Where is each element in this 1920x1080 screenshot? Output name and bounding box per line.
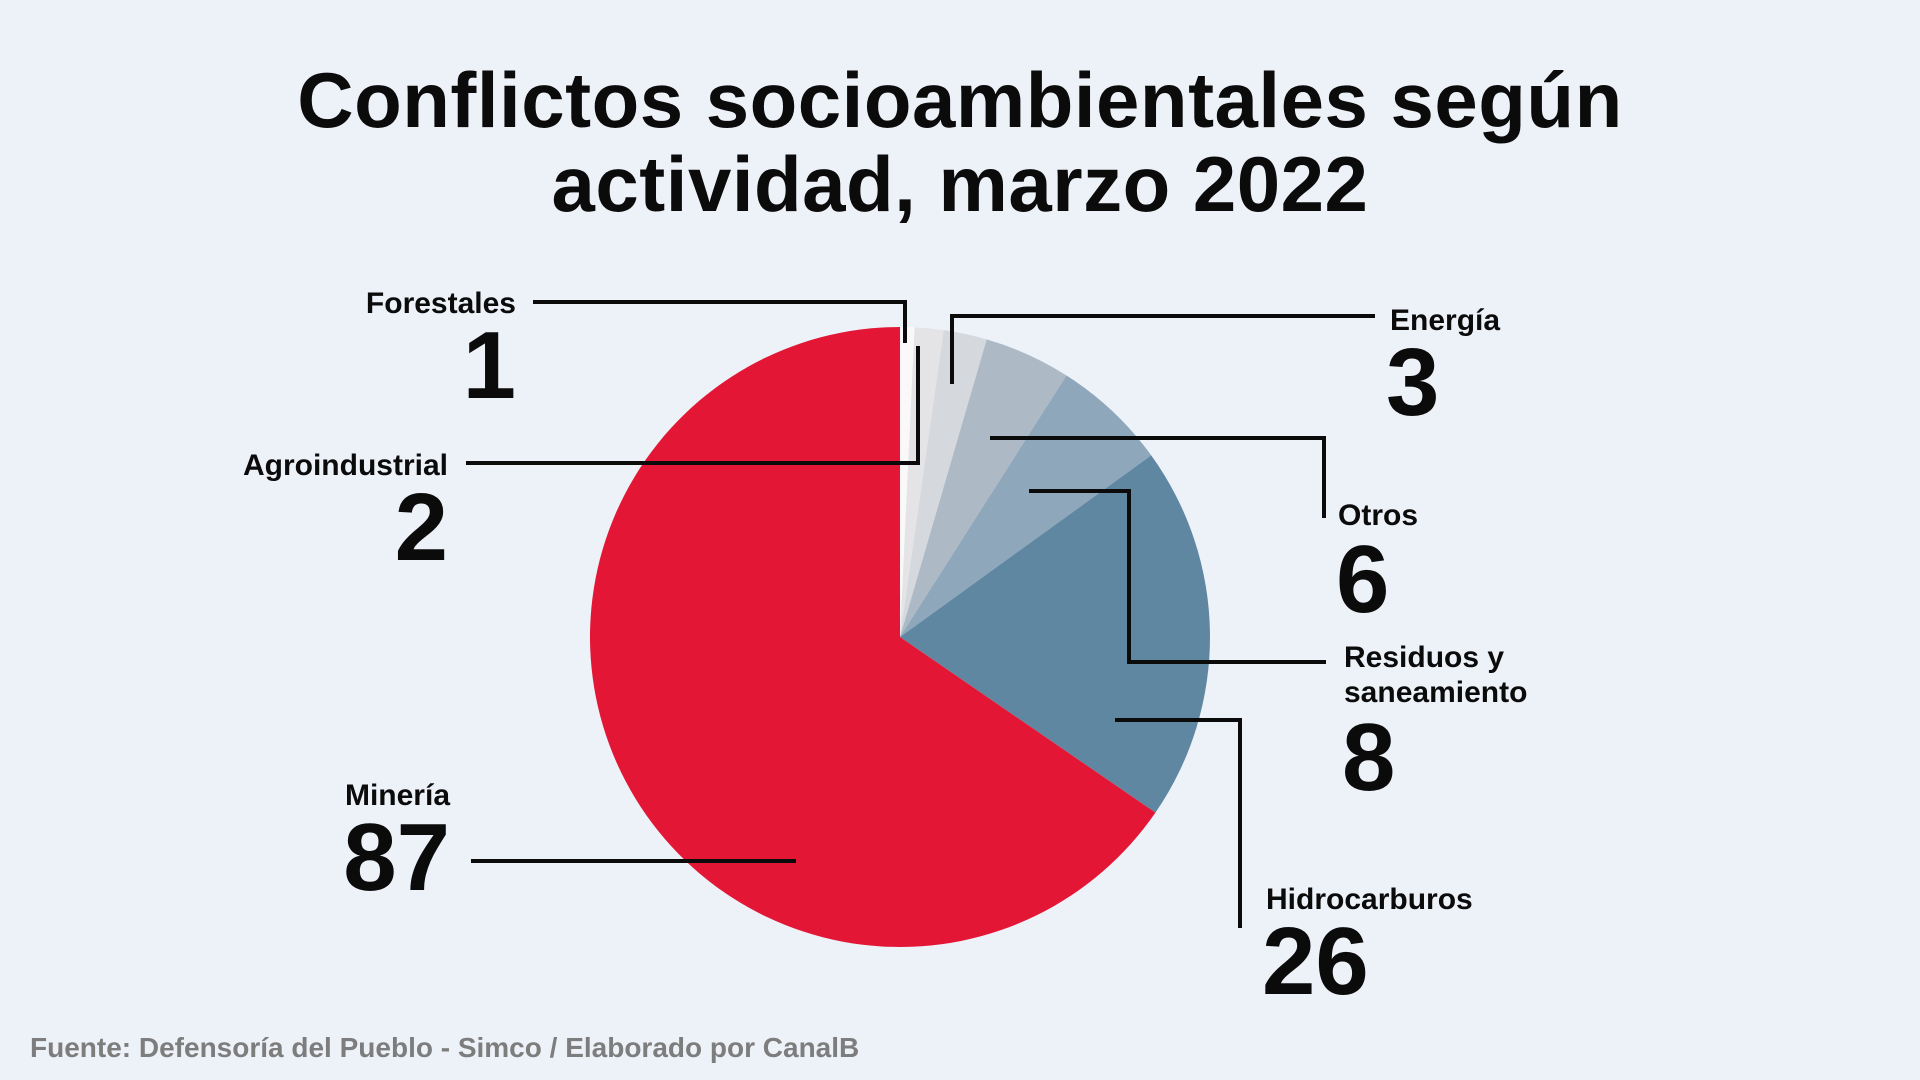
label-residuos-line-2: saneamiento <box>1344 676 1528 709</box>
pie-slice-otros <box>900 339 1067 637</box>
pie-slice-mineria <box>589 326 1156 947</box>
value-forestales: 1 <box>462 312 516 419</box>
value-mineria: 87 <box>343 804 450 911</box>
leader-line-agroindustrial <box>466 346 920 465</box>
pie-slice-energia <box>900 330 987 637</box>
leader-line-residuos <box>1029 489 1326 664</box>
value-otros: 6 <box>1336 526 1390 633</box>
label-forestales: Forestales <box>365 287 516 320</box>
label-residuos-line-1: Residuos y <box>1344 641 1505 674</box>
leader-lines <box>466 300 1375 928</box>
value-residuos: 8 <box>1342 704 1396 811</box>
pie-slice-residuos-y-saneamiento <box>900 375 1152 637</box>
source-note: Fuente: Defensoría del Pueblo - Simco / … <box>30 1032 860 1063</box>
leader-line-forestales <box>533 300 907 343</box>
leader-line-energia <box>950 314 1375 384</box>
chart-title: Conflictos socioambientales según activi… <box>260 58 1660 226</box>
label-mineria: Minería <box>344 779 450 812</box>
value-energia: 3 <box>1386 329 1440 436</box>
pie-slice-hidrocarburos <box>900 455 1210 813</box>
leader-line-otros <box>990 436 1326 518</box>
label-otros: Otros <box>1338 499 1419 532</box>
pie-slices <box>589 326 1210 947</box>
value-agroindustrial: 2 <box>394 474 448 581</box>
chart-title-line-2: actividad, marzo 2022 <box>551 140 1369 228</box>
label-agroindustrial: Agroindustrial <box>242 449 448 482</box>
value-hidrocarburos: 26 <box>1262 908 1369 1015</box>
label-energia: Energía <box>1390 304 1501 337</box>
pie-slice-agroindustrial <box>900 327 944 637</box>
chart-title-line-1: Conflictos socioambientales según <box>297 56 1623 144</box>
label-hidrocarburos: Hidrocarburos <box>1266 883 1473 916</box>
leader-line-hidrocarburos <box>1115 718 1242 928</box>
pie-slice-forestales <box>900 327 915 637</box>
